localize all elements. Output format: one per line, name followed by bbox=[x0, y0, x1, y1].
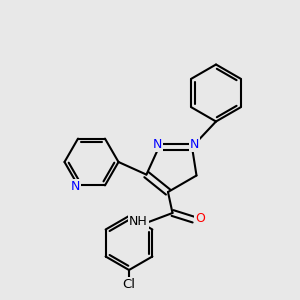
Text: N: N bbox=[153, 137, 162, 151]
Text: NH: NH bbox=[129, 214, 148, 228]
Text: N: N bbox=[190, 137, 199, 151]
Text: N: N bbox=[70, 180, 80, 194]
Text: Cl: Cl bbox=[122, 278, 136, 292]
Text: O: O bbox=[195, 212, 205, 225]
